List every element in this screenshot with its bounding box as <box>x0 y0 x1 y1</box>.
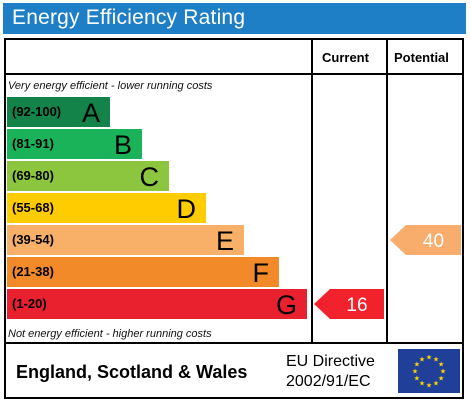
eu-star-icon: ★ <box>433 380 439 388</box>
eu-star-icon: ★ <box>426 382 432 390</box>
band-range-label: (39-54) <box>12 232 54 247</box>
eu-star-icon: ★ <box>438 361 444 369</box>
band-b: (81-91) B <box>7 129 142 160</box>
band-d: (55-68) D <box>7 193 206 224</box>
eu-star-icon: ★ <box>426 354 432 362</box>
title-bar: Energy Efficiency Rating <box>3 3 466 34</box>
top-note: Very energy efficient - lower running co… <box>8 80 213 92</box>
rating-frame <box>4 38 464 399</box>
directive-line-1: EU Directive <box>286 353 375 370</box>
band-a: (92-100) A <box>7 97 110 128</box>
potential-rating-arrow-shape <box>390 225 461 255</box>
eu-star-icon: ★ <box>414 375 420 383</box>
footer-country: England, Scotland & Wales <box>16 362 248 382</box>
potential-rating-arrow: 40 <box>390 225 461 255</box>
eu-star-icon: ★ <box>412 368 418 376</box>
current-column-header: Current <box>322 50 369 65</box>
eu-flag-icon: ★ ★★★★★★★★★★★ <box>398 349 460 393</box>
band-g: (1-20) G <box>7 289 307 320</box>
band-range-label: (55-68) <box>12 200 54 215</box>
potential-rating-arrow-value: 40 <box>423 231 444 252</box>
eu-star-icon: ★ <box>438 375 444 383</box>
band-letter: E <box>215 226 234 256</box>
band-letter: A <box>81 98 100 128</box>
directive-line-2: 2002/91/EC <box>286 373 371 390</box>
band-e: (39-54) E <box>7 225 244 256</box>
eu-star-icon: ★ <box>433 355 439 363</box>
band-range-label: (92-100) <box>12 104 62 119</box>
band-c: (69-80) C <box>7 161 169 192</box>
band-f: (21-38) F <box>7 257 279 288</box>
band-range-label: (21-38) <box>12 264 54 279</box>
current-rating-arrow-value: 16 <box>346 295 367 316</box>
eu-star-icon: ★ <box>419 355 425 363</box>
footer-divider <box>5 342 463 344</box>
band-range-label: (69-80) <box>12 168 54 183</box>
potential-column-divider <box>386 39 388 343</box>
band-range-label: (1-20) <box>12 296 47 311</box>
header-divider <box>5 73 463 75</box>
eu-star-icon: ★ <box>419 380 425 388</box>
band-letter: D <box>176 194 197 224</box>
band-letter: F <box>252 258 270 288</box>
band-letter: G <box>275 290 297 320</box>
current-column-divider <box>311 39 313 343</box>
band-letter: C <box>139 162 160 192</box>
eu-star-icon: ★ <box>440 368 446 376</box>
band-range-label: (81-91) <box>12 136 54 151</box>
current-rating-arrow-shape <box>314 289 384 319</box>
chart-title: Energy Efficiency Rating <box>12 6 246 29</box>
potential-column-header: Potential <box>394 50 449 65</box>
bottom-note: Not energy efficient - higher running co… <box>8 328 212 340</box>
eu-star-icon: ★ <box>414 361 420 369</box>
current-rating-arrow: 16 <box>314 289 384 319</box>
footer-directive: EU Directive 2002/91/EC <box>286 352 375 392</box>
band-letter: B <box>113 130 132 160</box>
